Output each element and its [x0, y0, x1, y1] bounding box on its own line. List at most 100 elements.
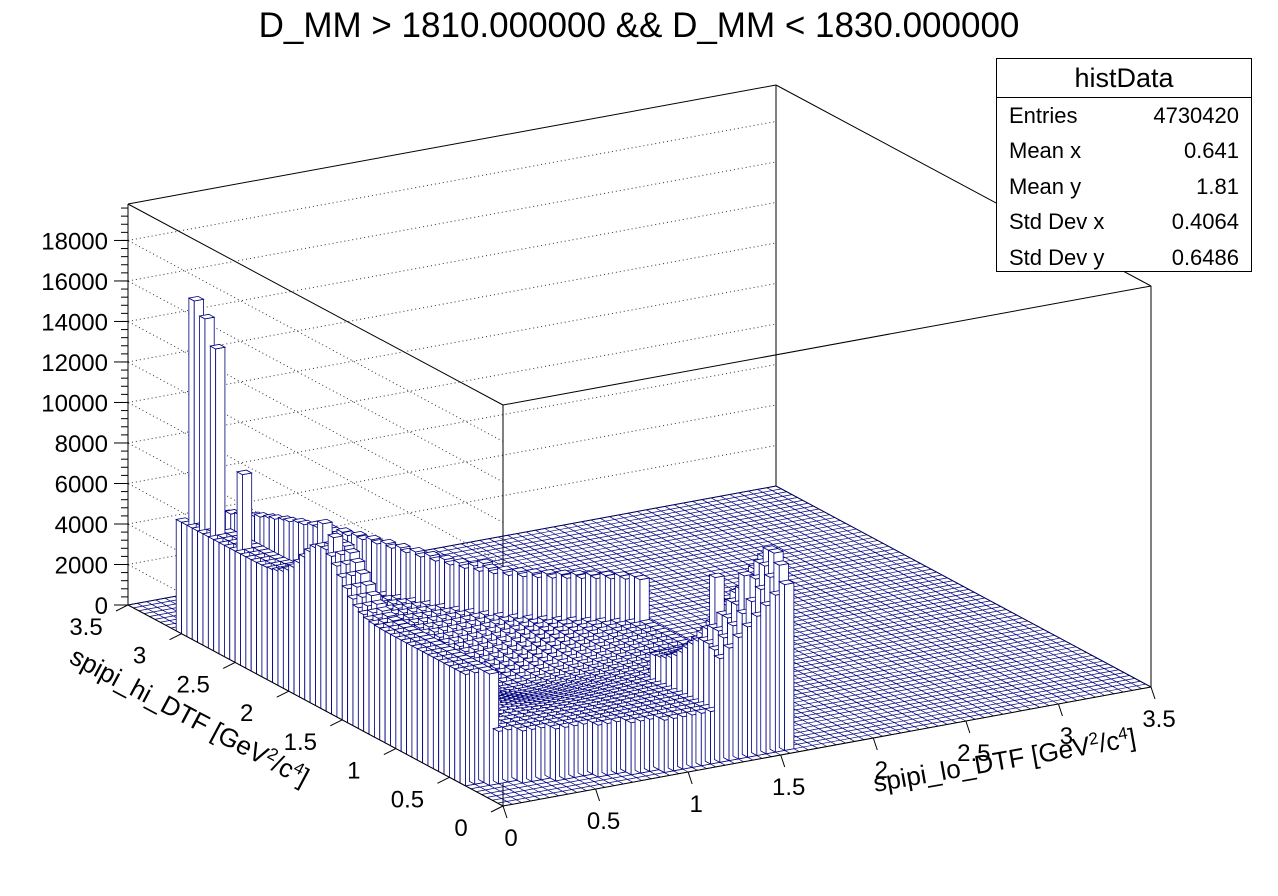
bar-side: [526, 725, 533, 783]
bar-top: [379, 538, 397, 545]
z-gridline: [127, 201, 777, 322]
bar-side: [320, 546, 327, 712]
z-gridline: [127, 280, 504, 483]
chart-title: D_MM > 1810.000000 && D_MM < 1830.000000: [258, 6, 1020, 45]
bar-top: [525, 568, 543, 574]
bar-top: [496, 565, 514, 572]
bar-side: [443, 662, 450, 778]
z-gridline: [127, 402, 504, 604]
bar-side: [438, 659, 445, 776]
floor-gridline: [757, 489, 1133, 691]
bar-side: [432, 656, 440, 773]
floor-gridline: [729, 494, 1105, 696]
bar-side: [395, 636, 402, 753]
bar-side: [293, 559, 300, 698]
bar-side: [213, 538, 220, 655]
bar-side: [516, 727, 523, 784]
bar-side: [411, 645, 418, 761]
floor-gridline: [636, 511, 1013, 713]
floor-gridline: [609, 516, 985, 718]
bar-top: [343, 548, 361, 554]
bar-side: [218, 541, 225, 658]
bar-top: [350, 530, 368, 537]
bar-top: [481, 563, 499, 569]
bar-side: [492, 727, 500, 785]
bar-side: [459, 670, 466, 787]
bar-side: [468, 669, 476, 785]
bar-side: [368, 620, 375, 738]
bar-top: [326, 532, 344, 539]
bar-top: [359, 580, 377, 586]
bar-side: [256, 561, 263, 678]
bar-side: [483, 670, 490, 787]
floor-gridline: [618, 514, 994, 717]
bar-side: [191, 527, 199, 643]
floor-gridline: [775, 485, 1152, 688]
floor-gridline: [627, 512, 1004, 715]
bar-side: [224, 544, 231, 661]
bar-side: [384, 630, 391, 747]
floor-gridline: [664, 506, 1041, 708]
bar-side: [379, 627, 386, 744]
bar-side: [535, 724, 542, 781]
bar-side: [315, 543, 322, 710]
bar-side: [245, 556, 252, 672]
bar-side: [478, 667, 485, 784]
floor-gridline: [711, 497, 1087, 700]
bar-side: [341, 585, 349, 724]
bar-side: [229, 547, 236, 664]
bar-side: [304, 548, 311, 704]
bar-top: [364, 590, 382, 597]
z-gridline: [127, 120, 777, 241]
bar-side: [363, 616, 370, 735]
bar-side: [422, 650, 429, 767]
bar-side: [449, 665, 456, 781]
bar-side: [266, 566, 274, 684]
bar-side: [261, 564, 268, 681]
bar-top: [438, 554, 456, 561]
frame-edge: [127, 84, 777, 205]
bar-top: [569, 569, 587, 576]
bar-top: [365, 534, 383, 541]
bar-top: [235, 469, 253, 476]
bar-top: [386, 615, 404, 622]
floor-gridline: [655, 507, 1031, 710]
bar-side: [202, 533, 209, 649]
z-gridline: [127, 240, 504, 442]
bar-side: [309, 544, 316, 707]
bar-side: [400, 639, 407, 755]
bar-top: [394, 542, 412, 549]
bar-top: [316, 518, 334, 525]
bar-side: [277, 568, 284, 689]
bar-side: [374, 624, 381, 741]
bar-side: [511, 724, 518, 781]
bar-side: [427, 653, 434, 770]
bar-top: [187, 295, 205, 302]
floor-gridline: [683, 502, 1059, 705]
bar-side: [250, 558, 257, 675]
bar-top: [584, 570, 602, 576]
floor-gridline: [692, 500, 1068, 703]
bar-side: [454, 668, 461, 784]
bar-top: [511, 567, 529, 573]
floor-gridline: [646, 509, 1022, 712]
bar-top: [335, 527, 353, 533]
bar-top: [348, 557, 366, 564]
bar-top: [452, 558, 470, 564]
bar-side: [299, 553, 306, 701]
bar-top: [408, 546, 426, 553]
bar-side: [288, 563, 295, 695]
bar-side: [325, 552, 332, 715]
floor-gridline: [701, 499, 1078, 701]
frame-edge: [502, 285, 1152, 406]
bar-side: [234, 550, 241, 666]
floor-gridline: [766, 487, 1142, 690]
bar-side: [282, 566, 290, 692]
floor-gridline: [748, 490, 1124, 693]
bar-top: [540, 569, 558, 575]
bar-top: [354, 569, 372, 575]
z-gridline: [127, 242, 777, 363]
bar-side: [347, 595, 354, 727]
bar-top: [554, 569, 572, 575]
